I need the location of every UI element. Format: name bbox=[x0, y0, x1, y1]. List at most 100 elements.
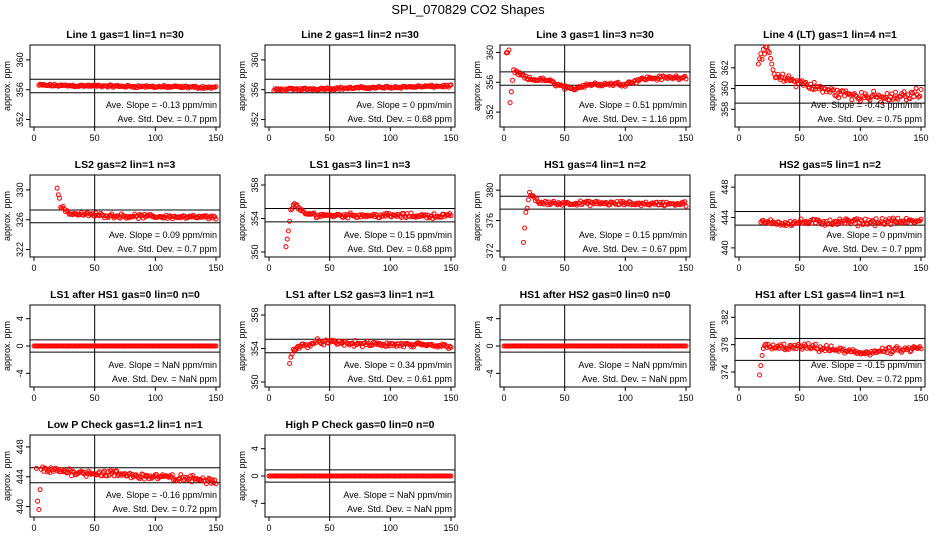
slope-annotation: Ave. Slope = -0.16 ppm/min bbox=[106, 490, 217, 500]
std-dev-annotation: Ave. Std. Dev. = NaN ppm bbox=[582, 374, 687, 384]
chart-title: SPL_070829 CO2 Shapes bbox=[391, 2, 545, 17]
data-point bbox=[448, 213, 454, 219]
x-tick-label: 150 bbox=[678, 133, 693, 143]
data-point bbox=[834, 221, 840, 227]
x-tick-label: 50 bbox=[90, 393, 100, 403]
data-point bbox=[523, 209, 529, 215]
data-points bbox=[266, 473, 454, 479]
y-tick-label: 360 bbox=[485, 45, 495, 60]
data-points bbox=[31, 343, 219, 349]
data-point bbox=[107, 468, 113, 474]
y-axis-label: approx. ppm bbox=[237, 191, 247, 241]
data-point bbox=[510, 77, 515, 83]
data-point bbox=[289, 351, 295, 357]
plot-frame bbox=[734, 304, 926, 388]
y-tick-label: 380 bbox=[485, 183, 495, 198]
data-point bbox=[154, 472, 159, 478]
y-tick-label: 4 bbox=[15, 316, 25, 321]
data-points bbox=[755, 44, 924, 105]
x-tick-label: 150 bbox=[678, 263, 693, 273]
panel-3: Line 3 gas=1 lin=3 n=30 0 50 100 150 352 356 36… bbox=[472, 29, 694, 143]
panel-title: LS1 after LS2 gas=3 lin=1 n=1 bbox=[286, 289, 435, 301]
data-point bbox=[887, 345, 892, 350]
data-point bbox=[397, 213, 403, 219]
x-tick-label: 100 bbox=[383, 133, 398, 143]
y-tick-label: 358 bbox=[250, 178, 260, 193]
data-point bbox=[197, 476, 203, 482]
data-point bbox=[522, 225, 528, 231]
data-point bbox=[511, 67, 517, 73]
x-tick-label: 100 bbox=[853, 393, 868, 403]
x-tick-label: 50 bbox=[795, 133, 805, 143]
data-point bbox=[213, 343, 219, 349]
data-point bbox=[586, 198, 592, 204]
data-point bbox=[781, 222, 787, 228]
panel-4: Line 4 (LT) gas=1 lin=4 n=1 0 50 100 150 358 3… bbox=[707, 29, 929, 143]
data-point bbox=[874, 94, 880, 100]
y-tick-label: 352 bbox=[15, 112, 25, 127]
x-tick-label: 50 bbox=[325, 133, 335, 143]
y-tick-label: 358 bbox=[720, 102, 730, 117]
y-tick-label: 330 bbox=[15, 182, 25, 197]
data-point bbox=[183, 215, 189, 221]
data-point bbox=[811, 79, 817, 85]
y-axis-label: approx. ppm bbox=[2, 321, 12, 371]
data-point bbox=[145, 473, 151, 479]
data-point bbox=[857, 217, 863, 223]
x-tick-label: 100 bbox=[618, 263, 633, 273]
data-point bbox=[430, 216, 436, 221]
data-point bbox=[890, 348, 896, 354]
y-axis-label: approx. ppm bbox=[707, 321, 717, 371]
y-tick-label: 0 bbox=[15, 343, 25, 348]
x-tick-label: 100 bbox=[383, 393, 398, 403]
std-dev-annotation: Ave. Std. Dev. = 0.75 ppm bbox=[818, 114, 922, 124]
y-axis-label: approx. ppm bbox=[237, 321, 247, 371]
y-tick-label: 358 bbox=[250, 308, 260, 323]
data-point bbox=[840, 89, 846, 94]
data-point bbox=[816, 86, 822, 92]
panel-14: High P Check gas=0 lin=0 n=0 0 50 100 150 -4 0… bbox=[237, 419, 459, 533]
plot-frame bbox=[29, 174, 221, 258]
data-point bbox=[508, 89, 514, 95]
panel-7: HS1 gas=4 lin=1 n=2 0 50 100 150 372 376 380app… bbox=[472, 159, 694, 273]
data-point bbox=[63, 469, 68, 475]
data-point bbox=[770, 67, 776, 73]
data-point bbox=[853, 217, 858, 223]
y-tick-label: 356 bbox=[15, 82, 25, 97]
data-point bbox=[547, 77, 553, 83]
data-point bbox=[916, 94, 922, 100]
data-point bbox=[868, 219, 874, 225]
plot-frame bbox=[264, 174, 456, 258]
panel-title: Line 2 gas=1 lin=2 n=30 bbox=[301, 29, 419, 41]
x-tick-label: 0 bbox=[501, 263, 506, 273]
data-point bbox=[167, 473, 173, 479]
data-point bbox=[114, 468, 119, 474]
data-point bbox=[755, 61, 761, 67]
x-tick-label: 100 bbox=[618, 393, 633, 403]
panel-9: LS1 after HS1 gas=0 lin=0 n=0 0 50 100 150 -4… bbox=[2, 289, 224, 403]
panel-5: LS2 gas=2 lin=1 n=3 0 50 100 150 322 326 330app… bbox=[2, 159, 224, 273]
data-point bbox=[120, 213, 126, 218]
y-tick-label: 440 bbox=[15, 499, 25, 514]
data-point bbox=[762, 51, 767, 57]
data-point bbox=[781, 78, 787, 84]
data-point bbox=[36, 507, 42, 512]
plot-frame bbox=[264, 304, 456, 388]
x-tick-label: 150 bbox=[913, 133, 928, 143]
x-tick-label: 50 bbox=[560, 393, 570, 403]
y-tick-label: 360 bbox=[250, 52, 260, 67]
y-axis-label: approx. ppm bbox=[2, 451, 12, 501]
data-point bbox=[791, 345, 797, 351]
data-point bbox=[857, 98, 863, 104]
slope-annotation: Ave. Slope = -0.15 ppm/min bbox=[811, 360, 922, 370]
data-points bbox=[283, 201, 454, 250]
slope-annotation: Ave. Slope = 0.34 ppm/min bbox=[344, 360, 452, 370]
y-tick-label: -4 bbox=[15, 369, 25, 377]
data-point bbox=[766, 50, 772, 56]
slope-annotation: Ave. Slope = 0.15 ppm/min bbox=[579, 230, 687, 240]
x-tick-label: 100 bbox=[148, 133, 163, 143]
data-point bbox=[682, 199, 688, 205]
data-point bbox=[178, 472, 184, 478]
x-tick-label: 0 bbox=[266, 523, 271, 533]
x-tick-label: 0 bbox=[736, 393, 741, 403]
